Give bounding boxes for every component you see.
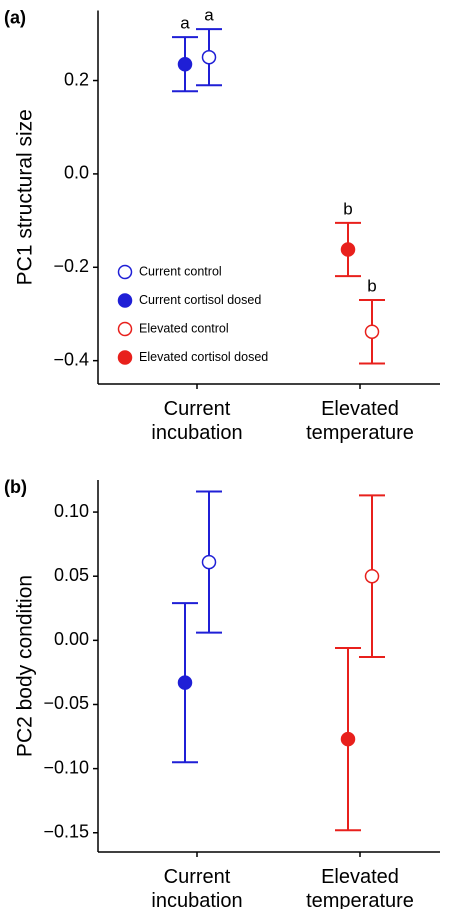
y-axis-title: PC1 structural size: [14, 109, 37, 285]
significance-letter: b: [367, 276, 376, 295]
legend-label: Elevated control: [139, 321, 229, 335]
point: [201, 49, 217, 65]
legend-marker: [117, 293, 133, 308]
y-tick-label: −0.05: [43, 693, 89, 713]
x-tick-label: Current incubation: [151, 866, 242, 909]
y-tick-label: 0.2: [64, 69, 89, 89]
legend-marker: [117, 264, 133, 280]
x-tick-label: Elevated temperature: [306, 398, 414, 444]
significance-letter: b: [343, 199, 352, 218]
legend-marker: [117, 321, 133, 337]
y-axis-title: PC2 body condition: [14, 575, 37, 757]
y-tick-label: −0.15: [43, 822, 89, 842]
y-tick-label: −0.4: [53, 349, 89, 369]
y-tick-label: 0.00: [54, 629, 89, 649]
point: [177, 56, 193, 72]
legend-label: Current cortisol dosed: [139, 293, 261, 307]
x-tick-label: Current incubation: [151, 398, 242, 444]
point: [201, 554, 217, 570]
y-tick-label: −0.2: [53, 256, 89, 276]
point: [177, 675, 193, 690]
legend-marker: [117, 350, 133, 365]
point: [364, 324, 380, 339]
y-tick-label: 0.0: [64, 163, 89, 183]
panel-label: (a): [4, 7, 26, 27]
x-tick-label: Elevated temperature: [306, 866, 414, 909]
significance-letter: a: [180, 14, 190, 33]
y-tick-label: 0.10: [54, 501, 89, 521]
y-tick-label: 0.05: [54, 565, 89, 585]
point: [340, 731, 356, 747]
panel-label: (b): [4, 477, 27, 497]
legend-label: Current control: [139, 264, 222, 278]
y-tick-label: −0.10: [43, 757, 89, 777]
significance-letter: a: [204, 6, 214, 25]
legend-label: Elevated cortisol dosed: [139, 350, 268, 364]
point: [364, 568, 380, 584]
point: [340, 242, 356, 257]
